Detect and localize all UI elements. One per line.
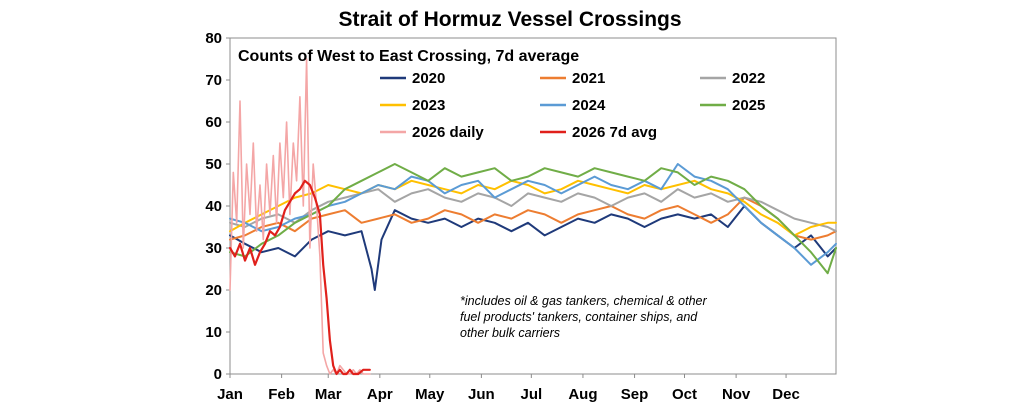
footnote-line-3: other bulk carriers	[460, 326, 560, 340]
x-tick-label-mar: Mar	[315, 386, 342, 403]
chart-title: Strait of Hormuz Vessel Crossings	[338, 8, 681, 31]
y-tick-label: 10	[205, 324, 222, 341]
y-tick-label: 0	[214, 366, 222, 383]
series-line-2026-7d-avg	[228, 179, 371, 376]
x-tick-label-aug: Aug	[568, 386, 597, 403]
series-line-2022	[229, 188, 837, 233]
legend-label-2025: 2025	[732, 97, 765, 114]
y-tick-label: 30	[205, 240, 222, 257]
y-tick-label: 70	[205, 72, 222, 89]
y-tick-label: 20	[205, 282, 222, 299]
x-tick-label-oct: Oct	[672, 386, 697, 403]
chart-svg: Strait of Hormuz Vessel Crossings 0 10 20 3…	[205, 8, 837, 403]
x-tick-label-dec: Dec	[772, 386, 800, 403]
series-line-2025	[229, 163, 837, 275]
legend-label-2020: 2020	[412, 70, 445, 87]
x-tick-label-apr: Apr	[367, 386, 393, 403]
x-tick-label-jul: Jul	[520, 386, 542, 403]
series-line-2024	[229, 163, 837, 266]
series-line-2020	[229, 205, 837, 291]
legend-label-2022: 2022	[732, 70, 765, 87]
y-tick-label: 80	[205, 30, 222, 47]
footnote-line-1: *includes oil & gas tankers, chemical & …	[460, 294, 707, 308]
legend-label-2021: 2021	[572, 70, 605, 87]
legend-label-2026-7d-avg: 2026 7d avg	[572, 124, 657, 141]
y-tick-label: 40	[205, 198, 222, 215]
footnote-line-2: fuel products' tankers, container ships,…	[460, 310, 698, 324]
y-tick-label: 60	[205, 114, 222, 131]
x-tick-label-sep: Sep	[621, 386, 649, 403]
x-tick-label-jan: Jan	[217, 386, 243, 403]
x-tick-label-feb: Feb	[268, 386, 295, 403]
chart-subtitle: Counts of West to East Crossing, 7d aver…	[238, 48, 579, 65]
legend-label-2026-daily: 2026 daily	[412, 124, 484, 141]
legend-label-2023: 2023	[412, 97, 445, 114]
x-tick-label-jun: Jun	[468, 386, 495, 403]
legend-label-2024: 2024	[572, 97, 606, 114]
x-tick-label-nov: Nov	[722, 386, 751, 403]
x-tick-label-may: May	[415, 386, 445, 403]
chart-frame: Strait of Hormuz Vessel Crossings 0 10 20 3…	[185, 0, 845, 420]
legend: 2020 2021 2022 2023 2024 2025 2026 daily 2026 7…	[380, 70, 765, 141]
series-line-2023	[229, 179, 837, 237]
y-tick-label: 50	[205, 156, 222, 173]
